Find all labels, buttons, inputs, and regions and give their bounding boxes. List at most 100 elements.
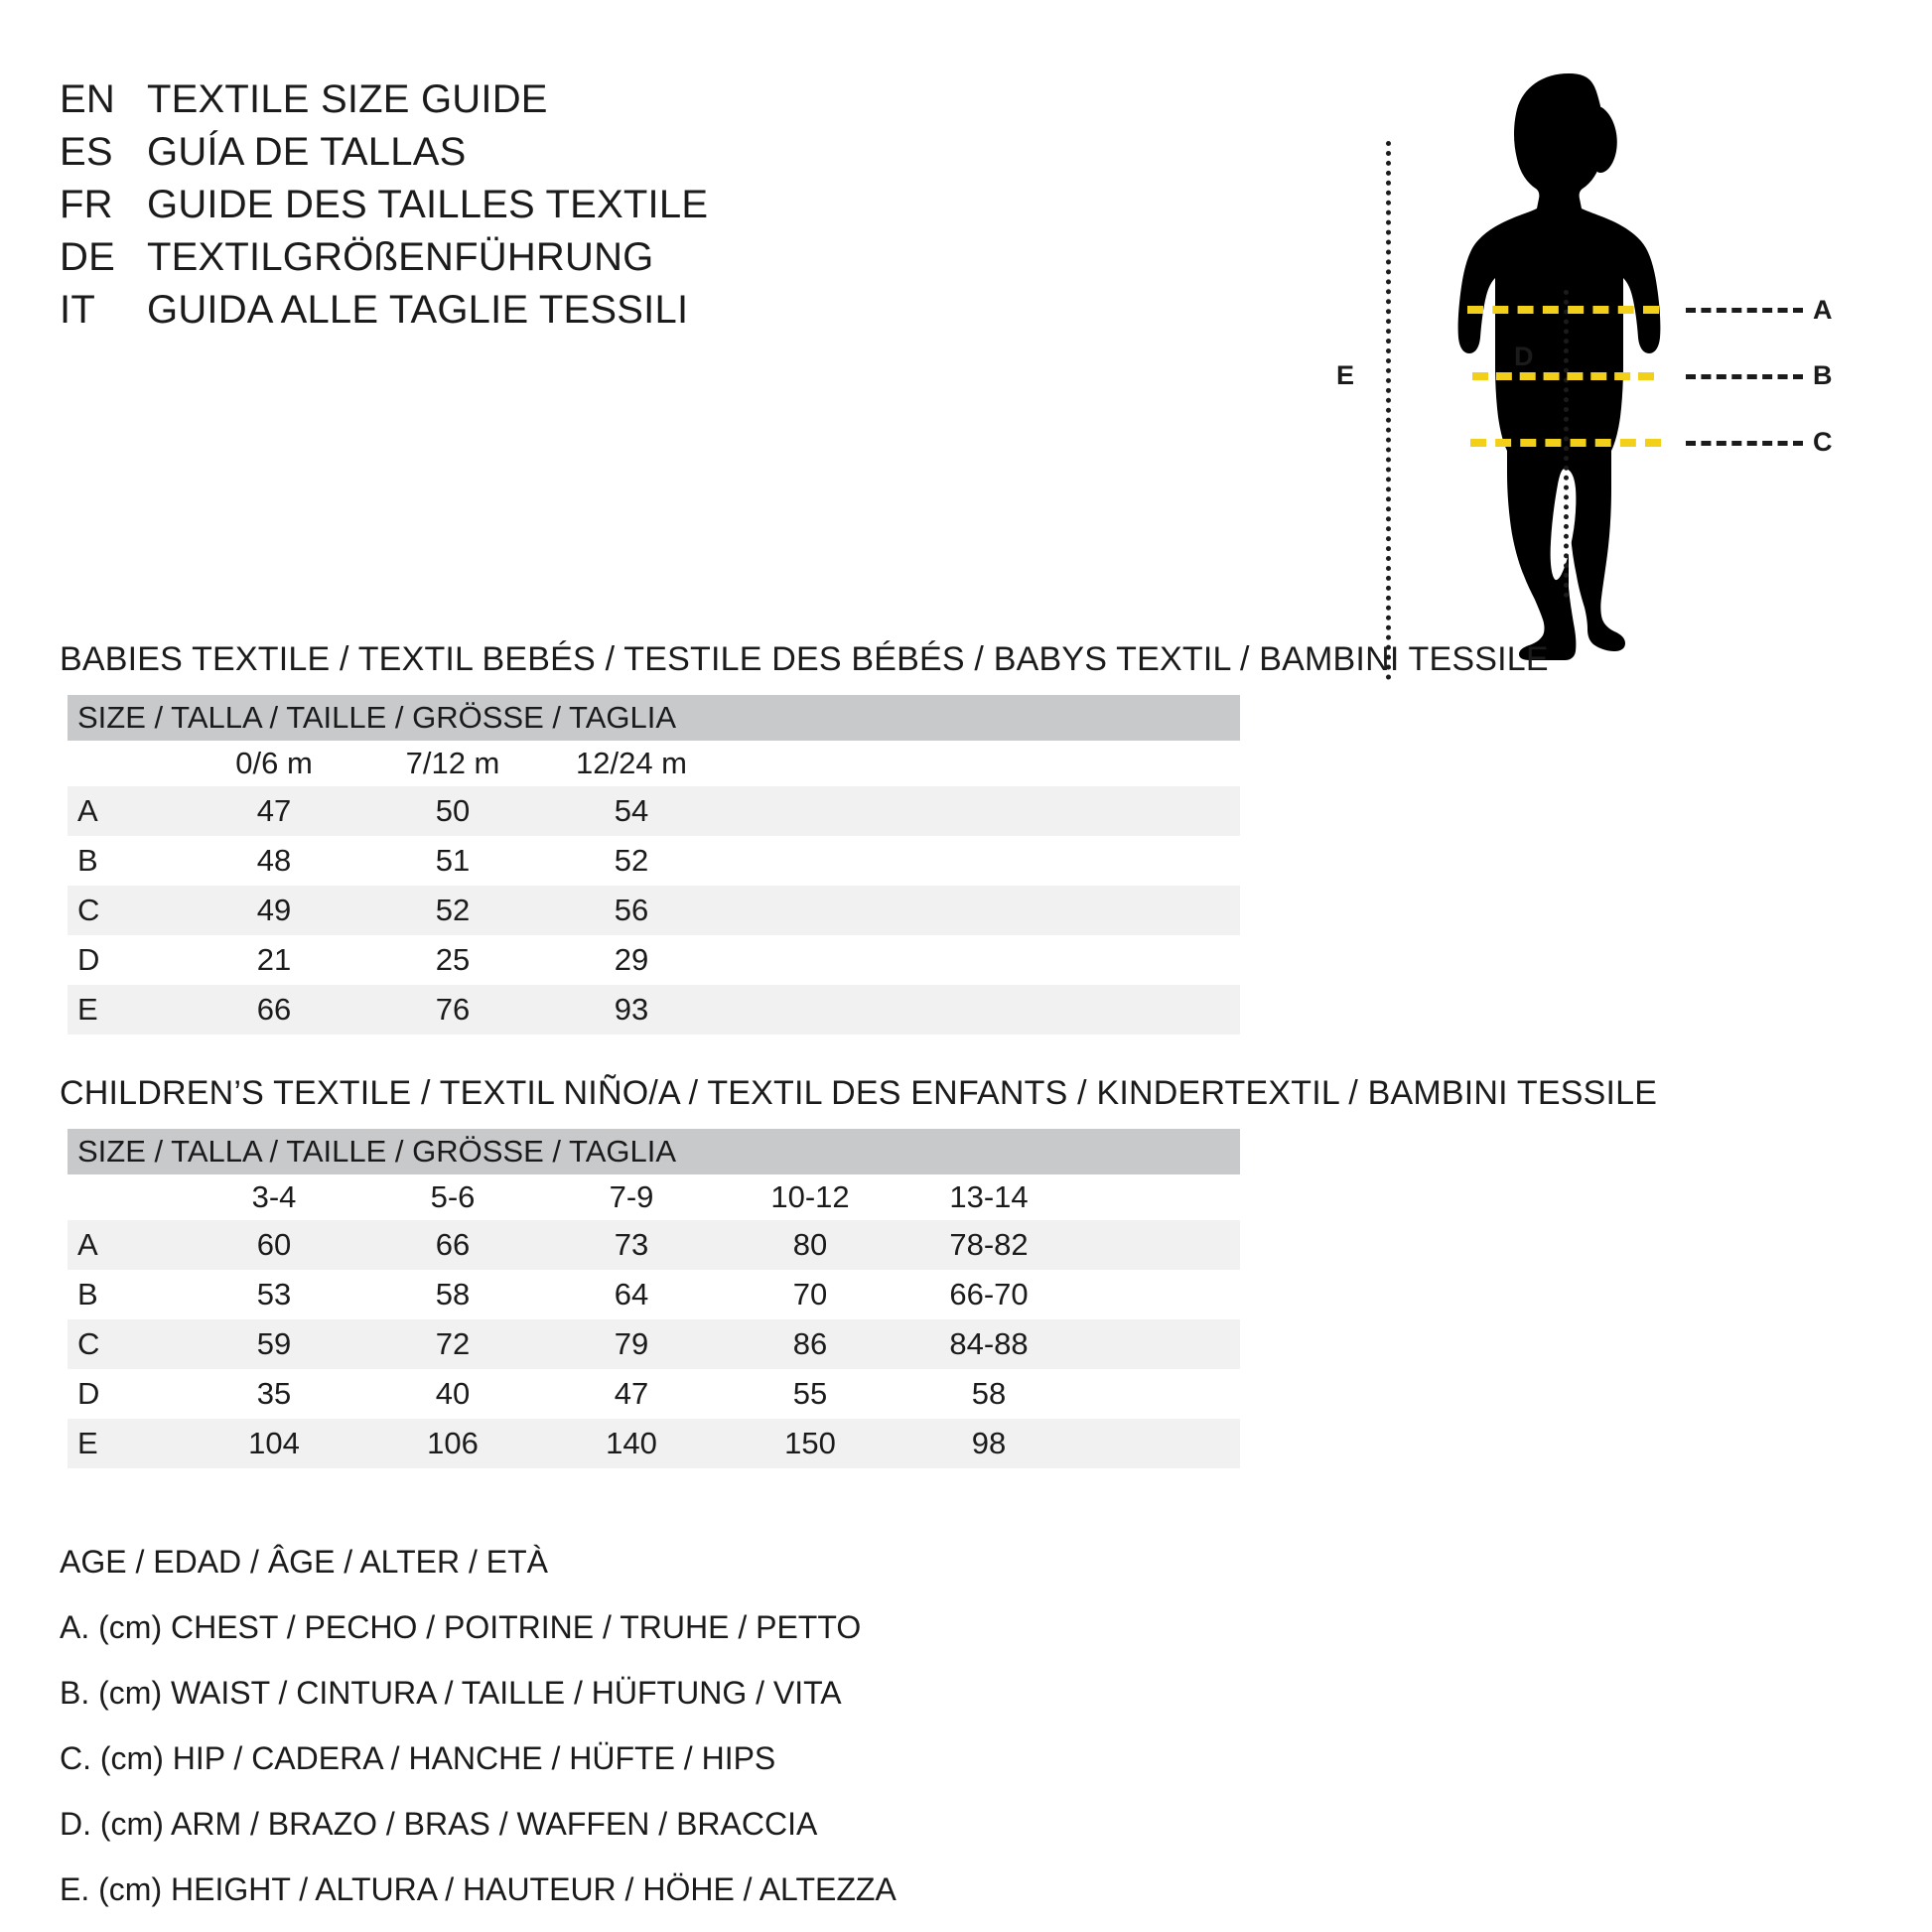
cell-value: 66-70 <box>899 1270 1078 1319</box>
cell-value: 51 <box>363 836 542 886</box>
children-size-table: SIZE / TALLA / TAILLE / GRÖSSE / TAGLIA … <box>68 1129 1241 1468</box>
cell-spacer <box>721 985 1241 1035</box>
legend-line: D. (cm) ARM / BRAZO / BRAS / WAFFEN / BR… <box>60 1806 818 1842</box>
cell-spacer <box>1078 1220 1241 1270</box>
table-row: E 66 76 93 <box>68 985 1241 1035</box>
table-row: B 48 51 52 <box>68 836 1241 886</box>
cell-value: 98 <box>899 1419 1078 1468</box>
title-language-code: EN <box>60 77 115 121</box>
cell-spacer <box>1078 1319 1241 1369</box>
cell-value: 52 <box>542 836 721 886</box>
cell-value: 25 <box>363 935 542 985</box>
measurement-legend: AGE / EDAD / ÂGE / ALTER / ETÀ A. (cm) CH… <box>60 1529 1251 1922</box>
cell-spacer <box>721 935 1241 985</box>
row-label: B <box>68 1270 185 1319</box>
cell-value: 54 <box>542 786 721 836</box>
cell-value: 84-88 <box>899 1319 1078 1369</box>
table-row: D 35 40 47 55 58 <box>68 1369 1241 1419</box>
cell-spacer <box>1078 1369 1241 1419</box>
babies-col-header: 12/24 m <box>542 741 721 786</box>
cell-value: 60 <box>185 1220 363 1270</box>
children-col-header: 10-12 <box>721 1174 899 1220</box>
waist-leader-line <box>1686 374 1803 379</box>
cell-spacer <box>721 786 1241 836</box>
label-e: E <box>1336 360 1355 390</box>
babies-col-header: 0/6 m <box>185 741 363 786</box>
cell-spacer <box>1078 1270 1241 1319</box>
child-silhouette-icon <box>1457 73 1661 660</box>
cell-value: 48 <box>185 836 363 886</box>
title-row: EN TEXTILE SIZE GUIDE <box>60 77 953 130</box>
body-measurement-diagram: E D A B C <box>1142 60 1896 680</box>
language-title-block: EN TEXTILE SIZE GUIDE ES GUÍA DE TALLAS FR GU… <box>60 77 953 341</box>
cell-value: 40 <box>363 1369 542 1419</box>
cell-value: 29 <box>542 935 721 985</box>
row-label: C <box>68 886 185 935</box>
label-a: A <box>1813 295 1833 325</box>
cell-value: 56 <box>542 886 721 935</box>
hip-measure-line <box>1470 439 1661 447</box>
legend-line: E. (cm) HEIGHT / ALTURA / HAUTEUR / HÖHE… <box>60 1871 897 1907</box>
children-col-header: 3-4 <box>185 1174 363 1220</box>
title-row: FR GUIDE DES TAILLES TEXTILE <box>60 183 953 235</box>
cell-value: 66 <box>185 985 363 1035</box>
table-row: B 53 58 64 70 66-70 <box>68 1270 1241 1319</box>
cell-value: 66 <box>363 1220 542 1270</box>
cell-value: 70 <box>721 1270 899 1319</box>
cell-value: 78-82 <box>899 1220 1078 1270</box>
cell-value: 104 <box>185 1419 363 1468</box>
title-language-text: GUIDA ALLE TAGLIE TESSILI <box>147 288 689 332</box>
cell-spacer <box>1078 1419 1241 1468</box>
cell-value: 50 <box>363 786 542 836</box>
waist-measure-line <box>1472 372 1654 380</box>
cell-value: 35 <box>185 1369 363 1419</box>
row-label: C <box>68 1319 185 1369</box>
row-label: D <box>68 1369 185 1419</box>
table-row: C 59 72 79 86 84-88 <box>68 1319 1241 1369</box>
children-spacer-cell <box>1078 1174 1241 1220</box>
cell-value: 49 <box>185 886 363 935</box>
children-table-bar-row: SIZE / TALLA / TAILLE / GRÖSSE / TAGLIA <box>68 1129 1241 1174</box>
babies-col-header: 7/12 m <box>363 741 542 786</box>
row-label: B <box>68 836 185 886</box>
cell-value: 58 <box>899 1369 1078 1419</box>
children-col-header: 7-9 <box>542 1174 721 1220</box>
children-corner-cell <box>68 1174 185 1220</box>
children-column-header-row: 3-4 5-6 7-9 10-12 13-14 <box>68 1174 1241 1220</box>
title-language-code: FR <box>60 183 113 226</box>
cell-value: 80 <box>721 1220 899 1270</box>
title-language-text: GUÍA DE TALLAS <box>147 130 467 174</box>
title-row: IT GUIDA ALLE TAGLIE TESSILI <box>60 288 953 341</box>
title-language-code: ES <box>60 130 113 174</box>
cell-value: 58 <box>363 1270 542 1319</box>
row-label: A <box>68 786 185 836</box>
chest-measure-line <box>1467 306 1659 314</box>
label-b: B <box>1813 360 1833 390</box>
cell-spacer <box>721 886 1241 935</box>
cell-value: 93 <box>542 985 721 1035</box>
chest-leader-line <box>1686 308 1803 313</box>
children-col-header: 13-14 <box>899 1174 1078 1220</box>
cell-value: 140 <box>542 1419 721 1468</box>
hip-leader-line <box>1686 441 1803 446</box>
legend-line: AGE / EDAD / ÂGE / ALTER / ETÀ <box>60 1544 548 1580</box>
babies-section-heading: BABIES TEXTILE / TEXTIL BEBÉS / TESTILE … <box>60 640 1549 678</box>
cell-value: 47 <box>542 1369 721 1419</box>
height-guide-line <box>1386 141 1391 680</box>
babies-table-bar-row: SIZE / TALLA / TAILLE / GRÖSSE / TAGLIA <box>68 695 1241 741</box>
children-col-header: 5-6 <box>363 1174 542 1220</box>
babies-size-bar-label: SIZE / TALLA / TAILLE / GRÖSSE / TAGLIA <box>68 695 1241 741</box>
babies-column-header-row: 0/6 m 7/12 m 12/24 m <box>68 741 1241 786</box>
cell-value: 64 <box>542 1270 721 1319</box>
legend-line: C. (cm) HIP / CADERA / HANCHE / HÜFTE / … <box>60 1740 776 1776</box>
table-row: C 49 52 56 <box>68 886 1241 935</box>
babies-spacer-cell <box>721 741 1241 786</box>
row-label: E <box>68 1419 185 1468</box>
title-language-text: TEXTILE SIZE GUIDE <box>147 77 548 121</box>
cell-value: 86 <box>721 1319 899 1369</box>
title-language-text: TEXTILGRÖßENFÜHRUNG <box>147 235 654 279</box>
title-language-text: GUIDE DES TAILLES TEXTILE <box>147 183 709 226</box>
cell-value: 73 <box>542 1220 721 1270</box>
title-row: DE TEXTILGRÖßENFÜHRUNG <box>60 235 953 288</box>
cell-value: 53 <box>185 1270 363 1319</box>
